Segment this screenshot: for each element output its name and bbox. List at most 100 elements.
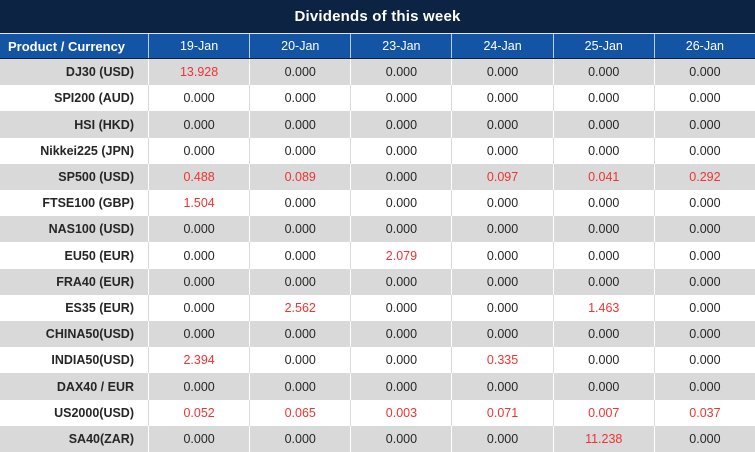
dividend-value-cell: 0.000 xyxy=(148,216,249,243)
product-cell: NAS100 (USD) xyxy=(48,222,134,237)
dividend-value-cell: 0.000 xyxy=(350,59,451,86)
dividend-value-cell: 0.000 xyxy=(350,321,451,348)
dividend-value-cell: 0.000 xyxy=(350,373,451,400)
dividend-value-cell: 0.000 xyxy=(350,137,451,164)
dividend-value-cell: 0.292 xyxy=(653,163,755,191)
table-row: SP500 (USD) 0.488 0.089 0.000 0.097 0.041 0.29… xyxy=(0,163,755,191)
product-cell: EU50 (EUR) xyxy=(64,248,134,263)
dividend-value-cell: 0.000 xyxy=(451,373,552,400)
dividend-value-cell: 0.000 xyxy=(249,190,350,217)
dividend-value-cell: 0.000 xyxy=(249,321,350,348)
dividend-value-cell: 0.000 xyxy=(249,85,350,112)
table-row: INDIA50(USD) 2.394 0.000 0.000 0.335 0.000 0.0… xyxy=(0,347,755,374)
table-row: DAX40 / EUR 0.000 0.000 0.000 0.000 0.000 0.00… xyxy=(0,373,755,400)
dividend-value-cell: 0.000 xyxy=(552,242,654,269)
column-header-20-jan: 20-Jan xyxy=(249,34,350,58)
dividend-value-cell: 0.000 xyxy=(653,85,755,112)
dividend-value-cell: 0.000 xyxy=(653,268,755,295)
dividend-value-cell: 0.097 xyxy=(451,163,552,191)
table-row: NAS100 (USD) 0.000 0.000 0.000 0.000 0.000 0.0… xyxy=(0,216,755,243)
dividend-value-cell: 0.000 xyxy=(451,85,552,112)
table-title-bar: Dividends of this week xyxy=(0,0,755,33)
product-cell: INDIA50(USD) xyxy=(51,353,134,368)
dividend-value-cell: 0.000 xyxy=(148,268,249,295)
dividend-value-cell: 0.000 xyxy=(653,190,755,217)
dividend-value-cell: 0.000 xyxy=(148,321,249,348)
dividend-value-cell: 0.000 xyxy=(350,294,451,322)
column-header-24-jan: 24-Jan xyxy=(451,34,552,58)
dividend-value-cell: 0.037 xyxy=(653,399,755,426)
dividend-value-cell: 0.000 xyxy=(653,59,755,86)
dividend-value-cell: 0.000 xyxy=(451,190,552,217)
product-cell: SA40(ZAR) xyxy=(68,431,134,446)
dividend-value-cell: 0.000 xyxy=(552,347,654,374)
table-row: EU50 (EUR) 0.000 0.000 2.079 0.000 0.000 0.000 xyxy=(0,242,755,269)
dividend-value-cell: 0.000 xyxy=(148,373,249,400)
product-cell: FTSE100 (GBP) xyxy=(42,196,134,211)
dividend-value-cell: 0.071 xyxy=(451,399,552,426)
dividend-value-cell: 0.000 xyxy=(451,294,552,322)
table-row: Nikkei225 (JPN) 0.000 0.000 0.000 0.000 0.000… xyxy=(0,137,755,164)
dividend-value-cell: 0.052 xyxy=(148,399,249,426)
dividend-value-cell: 2.562 xyxy=(249,294,350,322)
dividend-value-cell: 0.000 xyxy=(653,111,755,138)
column-header-product-currency: Product / Currency xyxy=(8,38,126,54)
dividend-value-cell: 0.000 xyxy=(653,242,755,269)
dividend-value-cell: 1.504 xyxy=(148,190,249,217)
product-cell: FRA40 (EUR) xyxy=(56,274,134,289)
dividend-value-cell: 0.000 xyxy=(249,347,350,374)
dividend-value-cell: 0.000 xyxy=(350,85,451,112)
dividend-value-cell: 0.000 xyxy=(552,268,654,295)
dividend-value-cell: 0.000 xyxy=(653,373,755,400)
dividend-value-cell: 0.000 xyxy=(249,111,350,138)
dividend-value-cell: 0.000 xyxy=(451,111,552,138)
dividend-value-cell: 0.000 xyxy=(148,137,249,164)
dividend-value-cell: 11.238 xyxy=(552,425,654,452)
table-row: SA40(ZAR) 0.000 0.000 0.000 0.000 11.238 0.000 xyxy=(0,425,755,452)
dividend-value-cell: 0.000 xyxy=(552,59,654,86)
dividend-value-cell: 0.000 xyxy=(249,242,350,269)
dividend-value-cell: 0.000 xyxy=(552,216,654,243)
dividend-value-cell: 0.000 xyxy=(350,216,451,243)
dividend-value-cell: 0.065 xyxy=(249,399,350,426)
dividend-value-cell: 0.000 xyxy=(451,242,552,269)
table-row: SPI200 (AUD) 0.000 0.000 0.000 0.000 0.000 0.0… xyxy=(0,85,755,112)
dividend-value-cell: 0.000 xyxy=(552,85,654,112)
dividend-value-cell: 0.000 xyxy=(148,242,249,269)
dividend-value-cell: 0.000 xyxy=(148,111,249,138)
dividend-value-cell: 0.000 xyxy=(653,216,755,243)
product-cell: DAX40 / EUR xyxy=(56,379,134,394)
dividend-value-cell: 0.488 xyxy=(148,163,249,191)
dividend-value-cell: 1.463 xyxy=(552,294,654,322)
dividend-value-cell: 0.000 xyxy=(451,425,552,452)
dividend-value-cell: 0.000 xyxy=(451,268,552,295)
dividend-value-cell: 0.000 xyxy=(350,111,451,138)
dividend-value-cell: 0.000 xyxy=(653,425,755,452)
dividend-value-cell: 0.000 xyxy=(350,425,451,452)
dividend-value-cell: 0.000 xyxy=(350,268,451,295)
dividend-value-cell: 0.089 xyxy=(249,163,350,191)
table-row: FRA40 (EUR) 0.000 0.000 0.000 0.000 0.000 0.00… xyxy=(0,268,755,295)
dividend-value-cell: 0.007 xyxy=(552,399,654,426)
page-title: Dividends of this week xyxy=(294,8,461,25)
dividend-value-cell: 0.000 xyxy=(552,111,654,138)
table-row: FTSE100 (GBP) 1.504 0.000 0.000 0.000 0.000 0.… xyxy=(0,190,755,217)
product-cell: US2000(USD) xyxy=(54,405,134,420)
dividend-value-cell: 0.000 xyxy=(249,137,350,164)
dividend-value-cell: 13.928 xyxy=(148,59,249,86)
table-row: CHINA50(USD) 0.000 0.000 0.000 0.000 0.000 0.0… xyxy=(0,321,755,348)
dividend-value-cell: 2.079 xyxy=(350,242,451,269)
product-cell: SPI200 (AUD) xyxy=(54,91,134,106)
product-cell: HSI (HKD) xyxy=(74,117,134,132)
dividend-value-cell: 0.000 xyxy=(552,190,654,217)
dividend-value-cell: 0.000 xyxy=(451,216,552,243)
dividend-value-cell: 0.000 xyxy=(249,216,350,243)
product-cell: ES35 (EUR) xyxy=(65,300,134,315)
table-row: US2000(USD) 0.052 0.065 0.003 0.071 0.007 0.03… xyxy=(0,399,755,426)
dividend-value-cell: 0.000 xyxy=(148,294,249,322)
dividend-value-cell: 0.003 xyxy=(350,399,451,426)
table-row: HSI (HKD) 0.000 0.000 0.000 0.000 0.000 0.000 xyxy=(0,111,755,138)
dividend-value-cell: 0.000 xyxy=(350,347,451,374)
dividend-value-cell: 0.000 xyxy=(249,268,350,295)
dividend-value-cell: 0.000 xyxy=(148,425,249,452)
